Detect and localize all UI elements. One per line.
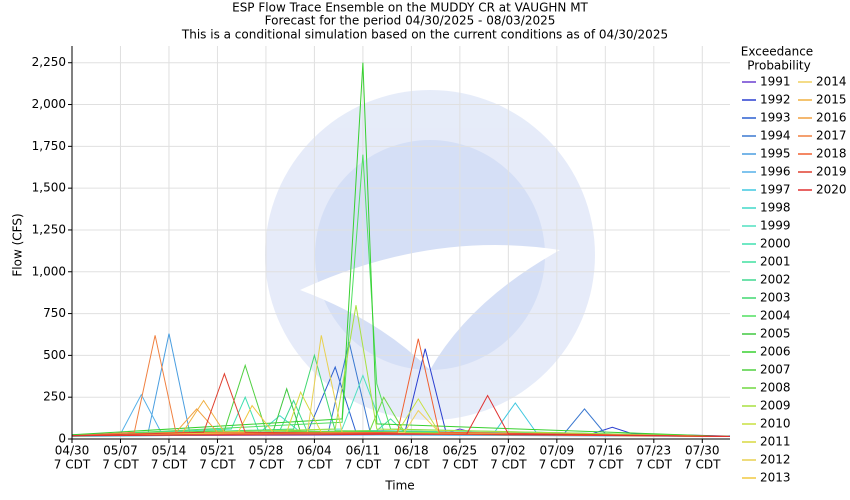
x-tick-label: 7 CDT	[587, 458, 624, 472]
series-line	[71, 62, 731, 437]
x-tick-label: 06/25	[443, 444, 478, 458]
y-tick-label: 500	[43, 348, 66, 362]
x-tick-label: 05/21	[200, 444, 235, 458]
legend-label: 2019	[816, 165, 847, 179]
watermark	[265, 90, 595, 420]
legend-label: 2009	[760, 399, 791, 413]
legend-label: 1994	[760, 129, 791, 143]
x-tick-label: 7 CDT	[490, 458, 527, 472]
series-line	[71, 372, 731, 437]
legend-label: 2014	[816, 75, 847, 89]
legend-title: Probability	[747, 59, 810, 73]
x-tick-label: 7 CDT	[54, 458, 91, 472]
x-tick-label: 7 CDT	[199, 458, 236, 472]
y-tick-label: 1,000	[32, 264, 66, 278]
x-tick-label: 7 CDT	[442, 458, 479, 472]
legend-label: 2016	[816, 111, 847, 125]
legend-label: 2012	[760, 453, 791, 467]
legend-label: 1993	[760, 111, 791, 125]
legend-label: 2011	[760, 435, 791, 449]
y-tick-label: 2,250	[32, 55, 66, 69]
x-tick-label: 05/07	[103, 444, 138, 458]
legend-label: 1991	[760, 75, 791, 89]
series-line	[71, 394, 731, 437]
legend-label: 1996	[760, 165, 791, 179]
x-axis-label: Time	[384, 479, 414, 493]
legend-label: 1998	[760, 201, 791, 215]
legend-label: 2003	[760, 291, 791, 305]
x-tick-label: 07/09	[540, 444, 575, 458]
y-tick-label: 1,750	[32, 139, 66, 153]
y-tick-label: 0	[58, 432, 66, 446]
x-tick-label: 7 CDT	[393, 458, 430, 472]
legend-label: 1999	[760, 219, 791, 233]
series-line	[71, 305, 731, 437]
y-tick-label: 750	[43, 306, 66, 320]
legend-label: 2002	[760, 273, 791, 287]
legend-label: 2017	[816, 129, 847, 143]
legend-label: 2001	[760, 255, 791, 269]
legend-label: 2004	[760, 309, 791, 323]
legend-label: 2015	[816, 93, 847, 107]
x-tick-label: 07/16	[588, 444, 623, 458]
x-tick-label: 7 CDT	[684, 458, 721, 472]
x-tick-label: 06/18	[394, 444, 429, 458]
y-tick-label: 1,250	[32, 222, 66, 236]
legend-label: 2008	[760, 381, 791, 395]
x-tick-label: 7 CDT	[248, 458, 285, 472]
series-line	[71, 338, 731, 437]
x-tick-label: 06/04	[297, 444, 332, 458]
x-tick-label: 05/14	[152, 444, 187, 458]
y-tick-label: 2,000	[32, 97, 66, 111]
y-tick-label: 1,500	[32, 181, 66, 195]
chart-subtitle: This is a conditional simulation based o…	[181, 28, 668, 42]
x-tick-label: 06/11	[346, 444, 381, 458]
x-tick-label: 7 CDT	[539, 458, 576, 472]
chart-title: ESP Flow Trace Ensemble on the MUDDY CR …	[232, 1, 588, 15]
x-tick-label: 7 CDT	[636, 458, 673, 472]
chart-subtitle: Forecast for the period 04/30/2025 - 08/…	[265, 14, 556, 28]
legend-title: Exceedance	[741, 45, 813, 59]
legend-label: 2006	[760, 345, 791, 359]
legend-label: 2020	[816, 183, 847, 197]
y-axis-label: Flow (CFS)	[11, 213, 25, 276]
x-tick-label: 04/30	[55, 444, 90, 458]
legend-label: 1997	[760, 183, 791, 197]
x-tick-label: 05/28	[249, 444, 284, 458]
legend-label: 2013	[760, 471, 791, 485]
y-tick-label: 250	[43, 390, 66, 404]
legend-label: 2000	[760, 237, 791, 251]
x-tick-label: 07/23	[637, 444, 672, 458]
legend-label: 2007	[760, 363, 791, 377]
legend-label: 2018	[816, 147, 847, 161]
legend-label: 2005	[760, 327, 791, 341]
legend-label: 1995	[760, 147, 791, 161]
x-tick-label: 7 CDT	[102, 458, 139, 472]
legend-label: 2010	[760, 417, 791, 431]
x-tick-label: 07/02	[491, 444, 526, 458]
x-tick-label: 7 CDT	[151, 458, 188, 472]
x-tick-label: 7 CDT	[345, 458, 382, 472]
x-tick-label: 07/30	[685, 444, 720, 458]
legend-label: 1992	[760, 93, 791, 107]
x-tick-label: 7 CDT	[296, 458, 333, 472]
